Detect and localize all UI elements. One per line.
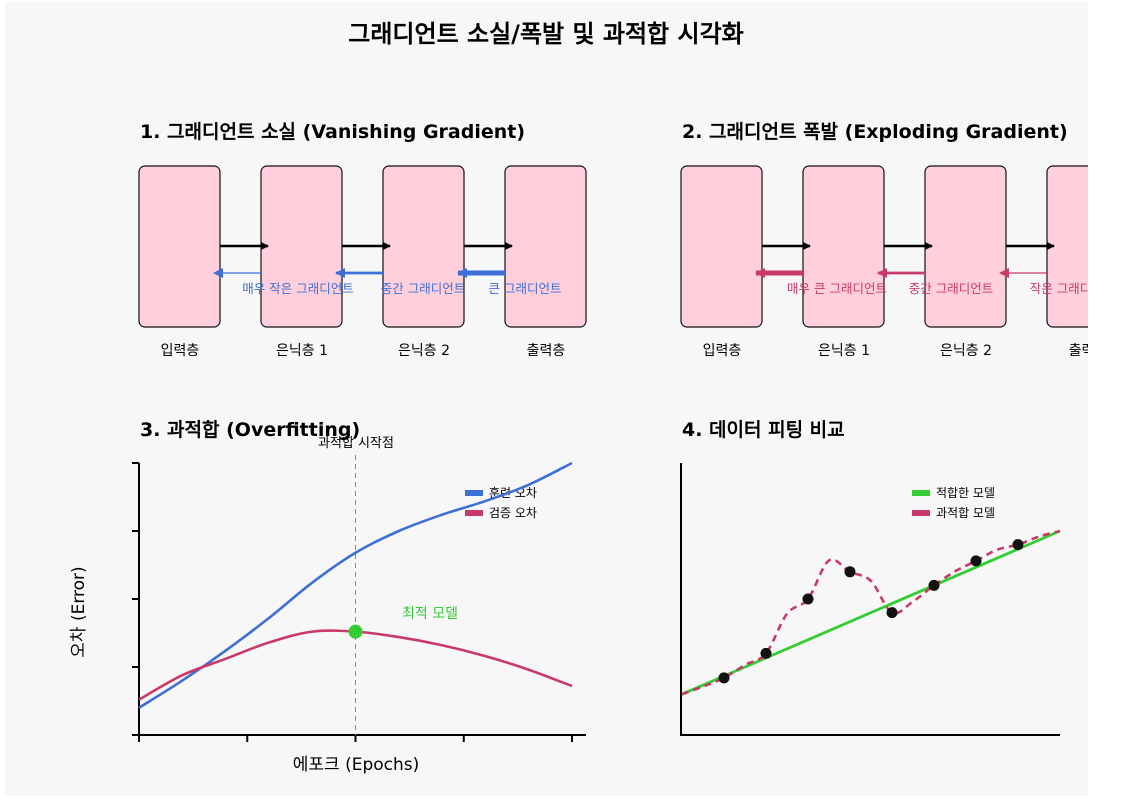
panel1-layer-box [138, 165, 221, 328]
fitting-legend: 적합한 모델 과적합 모델 [912, 486, 995, 520]
data-point [760, 647, 772, 659]
main-title: 그래디언트 소실/폭발 및 과적합 시각화 [348, 20, 743, 48]
panel2-layer-label: 은닉층 2 [940, 343, 992, 359]
data-point [928, 579, 940, 591]
legend-swatch-good [912, 490, 930, 496]
optimal-model-point [348, 624, 363, 639]
figure-canvas: 그래디언트 소실/폭발 및 과적합 시각화 1. 그래디언트 소실 (Vanis… [5, 2, 1129, 796]
panel1-network: 매우 작은 그래디언트 중간 그래디언트 큰 그래디언트 입력층 은닉층 1 은… [138, 165, 587, 359]
panel2-layer-label: 입력층 [703, 343, 742, 359]
data-point [970, 555, 982, 567]
data-point [802, 593, 814, 605]
panel1-title: 1. 그래디언트 소실 (Vanishing Gradient) [140, 121, 525, 143]
overfitting-chart: 과적합 시작점 에포크 (Epochs) 오차 (Error) 최적 모델 훈련… [69, 436, 586, 775]
data-point [1012, 539, 1024, 551]
panel1-layer-box [260, 165, 343, 328]
panel2-gradient-label: 작은 그래디언트 [1030, 281, 1088, 296]
fitting-comparison-chart: 적합한 모델 과적합 모델 [680, 463, 1061, 736]
panel2-gradient-label: 중간 그래디언트 [909, 281, 993, 296]
panel2-layer-label: 출력층 [1069, 343, 1088, 359]
panel2-network: 매우 큰 그래디언트 중간 그래디언트 작은 그래디언트 입력층 은닉층 1 은… [680, 165, 1129, 359]
panel3-title: 3. 과적합 (Overfitting) [140, 419, 360, 441]
overfitting-vline-label: 과적합 시작점 [318, 436, 394, 451]
panel1-gradient-label: 중간 그래디언트 [381, 281, 465, 296]
legend-label-val: 검증 오차 [489, 506, 537, 520]
overfit-curve [681, 529, 1061, 696]
optimal-model-label: 최적 모델 [402, 606, 458, 622]
good-fit-line [681, 529, 1061, 696]
panel2-layer-box [924, 165, 1007, 328]
legend-label-good: 적합한 모델 [936, 486, 995, 500]
legend-swatch-over [912, 510, 930, 516]
panel1-layer-label: 은닉층 1 [276, 343, 328, 359]
panel2-title: 2. 그래디언트 폭발 (Exploding Gradient) [682, 121, 1068, 143]
data-point [886, 607, 898, 619]
panel2-gradient-label: 매우 큰 그래디언트 [787, 281, 887, 296]
panel1-layer-label: 입력층 [161, 343, 200, 359]
panel1-gradient-label: 큰 그래디언트 [489, 281, 562, 296]
panel1-layer-box [382, 165, 465, 328]
data-point [718, 672, 730, 684]
panel1-layer-label: 은닉층 2 [398, 343, 450, 359]
panel2-layer-label: 은닉층 1 [818, 343, 870, 359]
legend-swatch-train [465, 490, 483, 496]
data-point [844, 566, 856, 578]
panel2-layer-box [802, 165, 885, 328]
figure-svg: 그래디언트 소실/폭발 및 과적합 시각화 1. 그래디언트 소실 (Vanis… [69, 20, 1129, 775]
panel1-layer-box [504, 165, 587, 328]
overfitting-y-label: 오차 (Error) [69, 566, 89, 657]
panel4-title: 4. 데이터 피팅 비교 [682, 419, 845, 441]
training-error-line [138, 461, 573, 709]
panel2-layer-box [680, 165, 763, 328]
overfitting-x-label: 에포크 (Epochs) [293, 755, 420, 775]
legend-swatch-val [465, 510, 483, 516]
panel1-gradient-label: 매우 작은 그래디언트 [242, 281, 353, 296]
legend-label-over: 과적합 모델 [936, 506, 995, 520]
panel1-layer-label: 출력층 [527, 343, 566, 359]
